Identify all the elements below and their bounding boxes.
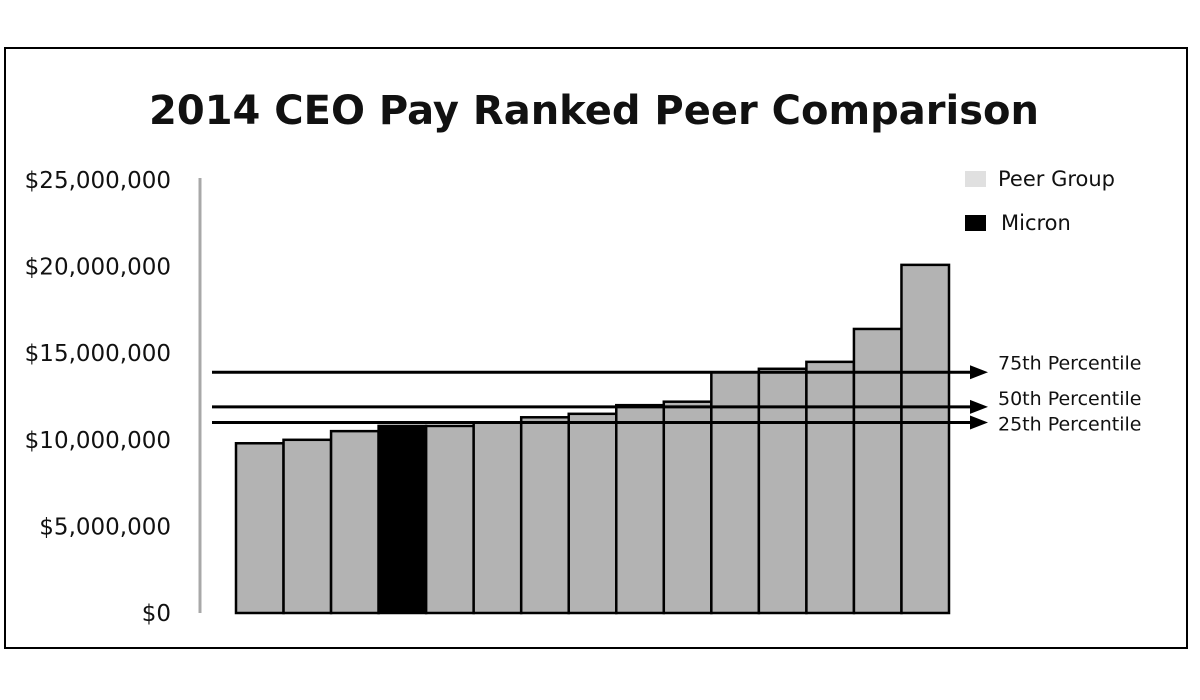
bar-peer-group bbox=[472, 421, 523, 615]
bar-peer-group bbox=[900, 263, 951, 615]
y-tick-label: $5,000,000 bbox=[39, 514, 171, 540]
bar-peer-group bbox=[282, 438, 333, 615]
bar-peer-group bbox=[567, 412, 618, 615]
percentile-lines: 75th Percentile 50th Percentile 25th Perce… bbox=[212, 352, 1141, 435]
arrow-head-icon bbox=[970, 365, 988, 380]
y-tick-label: $25,000,000 bbox=[25, 168, 171, 194]
bar-peer-group bbox=[710, 371, 761, 615]
y-tick-label: $20,000,000 bbox=[25, 255, 171, 281]
bars bbox=[234, 263, 951, 615]
y-tick-label: $10,000,000 bbox=[25, 428, 171, 454]
chart-title: 2014 CEO Pay Ranked Peer Comparison bbox=[149, 88, 1039, 134]
bar-micron bbox=[377, 424, 428, 615]
legend-label: Micron bbox=[1001, 211, 1071, 235]
bar-peer-group bbox=[805, 360, 856, 615]
bar-peer-group bbox=[852, 327, 903, 615]
y-tick-label: $0 bbox=[142, 601, 171, 627]
bar-peer-group bbox=[662, 400, 713, 615]
percentile-label: 75th Percentile bbox=[998, 352, 1141, 374]
bar-peer-group bbox=[424, 424, 475, 615]
y-tick-label: $15,000,000 bbox=[25, 341, 171, 367]
legend-swatch bbox=[965, 171, 986, 187]
bar-peer-group bbox=[519, 416, 570, 615]
legend: Peer Group Micron bbox=[965, 167, 1115, 235]
bar-peer-group bbox=[615, 403, 666, 615]
bar-peer-group bbox=[329, 429, 380, 615]
chart-frame bbox=[4, 47, 1188, 649]
legend-swatch bbox=[965, 215, 986, 231]
bar-peer-group bbox=[234, 442, 285, 615]
percentile-label: 50th Percentile bbox=[998, 388, 1141, 410]
arrow-head-icon bbox=[970, 415, 988, 430]
arrow-head-icon bbox=[970, 399, 988, 414]
y-axis: $0 $5,000,000 $10,000,000 $15,000,000 $20,00… bbox=[25, 168, 202, 627]
percentile-label: 25th Percentile bbox=[998, 413, 1141, 435]
legend-label: Peer Group bbox=[998, 167, 1115, 191]
